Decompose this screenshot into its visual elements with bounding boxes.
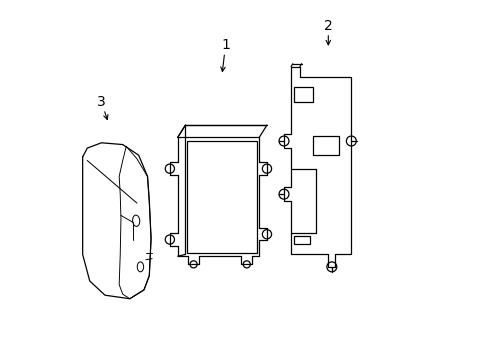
Bar (294, 87, 314, 102)
Text: 2: 2 (324, 19, 333, 45)
Bar (294, 236, 310, 244)
Text: 1: 1 (220, 38, 230, 71)
Text: 3: 3 (97, 95, 108, 120)
Bar (187, 141, 257, 253)
Bar (313, 136, 339, 155)
